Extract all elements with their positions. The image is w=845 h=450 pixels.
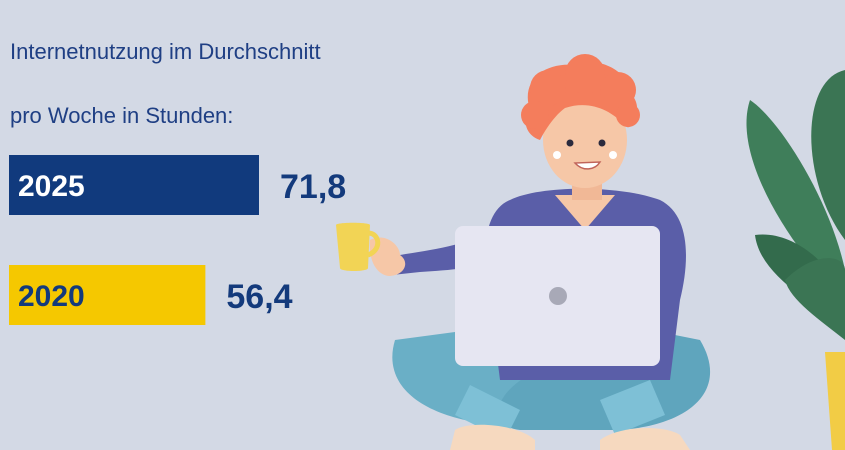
bar-value-2020: 56,4 xyxy=(226,278,292,316)
woman-head-icon xyxy=(521,54,640,200)
mug-icon xyxy=(336,222,381,271)
potted-plant-icon xyxy=(746,70,845,450)
bars: 2025 71,8 2020 56,4 xyxy=(9,155,346,325)
chart-title-line-1: Internetnutzung im Durchschnitt xyxy=(10,39,321,64)
chart-title-line-2: pro Woche in Stunden: xyxy=(10,103,234,128)
bar-label-2020: 2020 xyxy=(18,280,85,313)
chart-title: Internetnutzung im Durchschnitt pro Woch… xyxy=(10,4,321,164)
bar-value-2025: 71,8 xyxy=(280,168,346,206)
bar-2020 xyxy=(9,265,206,325)
bar-label-2025: 2025 xyxy=(18,170,85,203)
bar-2025 xyxy=(9,155,259,215)
laptop-icon xyxy=(455,226,660,366)
